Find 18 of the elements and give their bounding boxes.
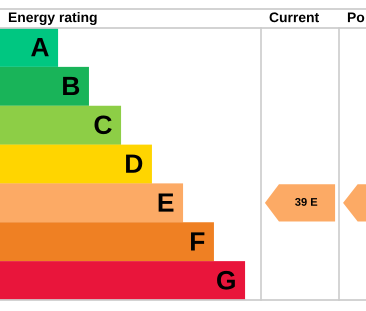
- y-tick-label: B: [63, 76, 80, 96]
- y-tick-label: D: [126, 154, 142, 173]
- y-tick-label: C: [94, 115, 112, 134]
- chart-title: Energy rating: [8, 12, 97, 26]
- bar: [0, 106, 122, 145]
- y-tick-label: F: [191, 232, 204, 250]
- text: 39 E: [295, 198, 318, 206]
- y-tick-label: G: [217, 270, 235, 290]
- text: Po: [348, 12, 364, 22]
- bar: [0, 261, 246, 300]
- bar: [0, 183, 184, 222]
- bar: [0, 144, 152, 184]
- y-tick-label: E: [158, 193, 174, 212]
- text: Current: [270, 12, 319, 22]
- bar: [0, 66, 89, 106]
- bar: [0, 28, 58, 67]
- bar: [0, 222, 214, 262]
- y-tick-label: A: [31, 38, 49, 56]
